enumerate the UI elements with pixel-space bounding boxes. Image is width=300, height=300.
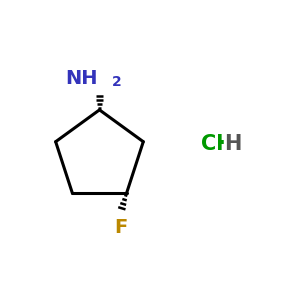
- Text: H: H: [224, 134, 241, 154]
- Text: NH: NH: [65, 69, 98, 88]
- Text: Cl: Cl: [200, 134, 223, 154]
- Text: 2: 2: [112, 75, 122, 89]
- Text: ·: ·: [218, 133, 226, 153]
- Text: F: F: [115, 218, 128, 237]
